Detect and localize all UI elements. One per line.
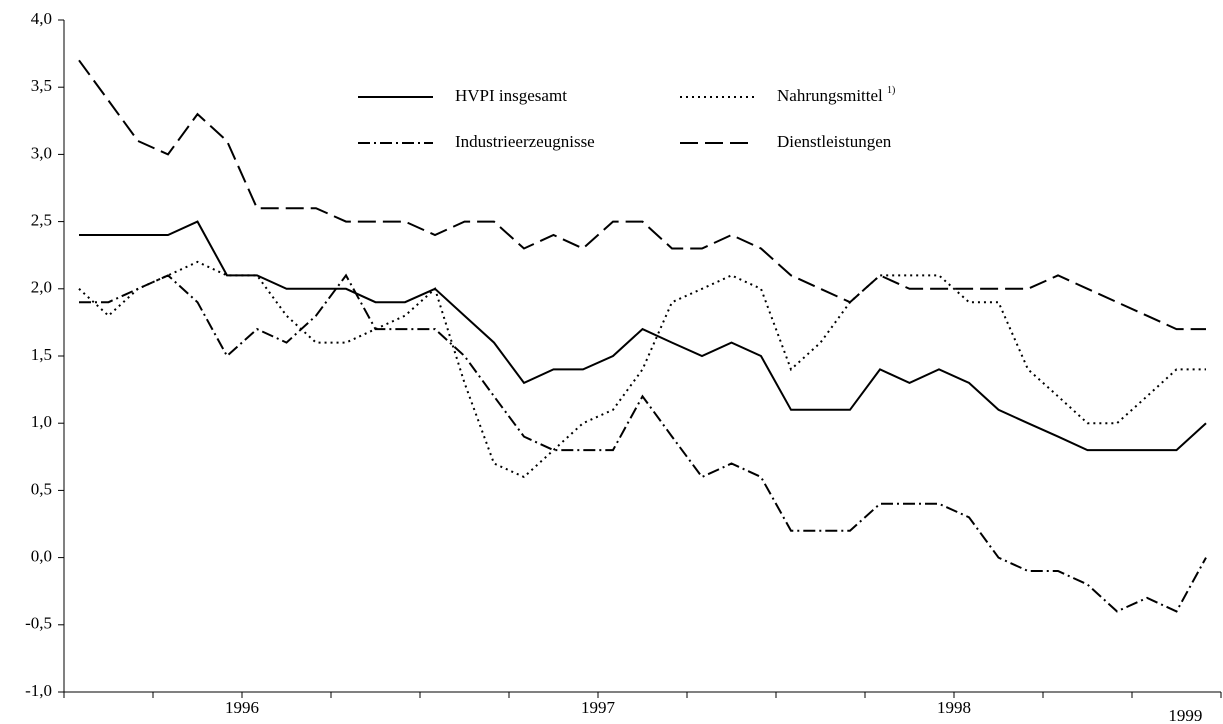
legend-label: HVPI insgesamt	[455, 86, 567, 105]
legend-name: Industrieerzeugnisse	[455, 132, 595, 151]
y-tick-label: 1,5	[31, 345, 52, 364]
y-tick-label: 2,0	[31, 278, 52, 297]
x-axis-label: 1999	[1168, 706, 1202, 724]
y-tick-label: -0,5	[25, 614, 52, 633]
legend-footnote: 1)	[887, 85, 895, 96]
x-axis-label: 1996	[225, 698, 259, 717]
y-tick-label: 4,0	[31, 9, 52, 28]
y-tick-label: 3,0	[31, 143, 52, 162]
x-axis-label: 1998	[937, 698, 971, 717]
series-line	[78, 59, 1206, 331]
series-line	[79, 220, 1207, 452]
legend-name: Nahrungsmittel	[777, 86, 883, 105]
series-line	[78, 260, 1206, 479]
legend-label: Industrieerzeugnisse	[455, 132, 595, 151]
y-tick-label: 2,5	[31, 211, 52, 230]
legend-name: HVPI insgesamt	[455, 86, 567, 105]
y-tick-label: 1,0	[31, 412, 52, 431]
y-tick-label: 0,0	[31, 547, 52, 566]
x-axis-label: 1997	[581, 698, 616, 717]
y-tick-label: 0,5	[31, 479, 52, 498]
y-tick-label: 3,5	[31, 76, 52, 95]
y-tick-label: -1,0	[25, 681, 52, 700]
legend-name: Dienstleistungen	[777, 132, 892, 151]
legend-label: Nahrungsmittel 1)	[777, 85, 895, 105]
series-line	[79, 273, 1207, 613]
legend-label: Dienstleistungen	[777, 132, 892, 151]
